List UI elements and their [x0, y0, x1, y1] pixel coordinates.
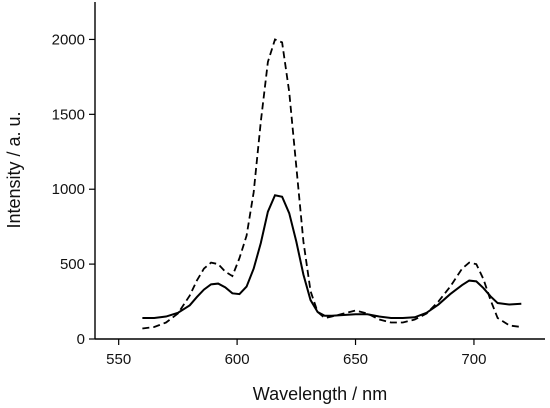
x-tick-label: 550 [106, 351, 131, 368]
y-tick-label: 500 [60, 256, 85, 273]
x-tick-label: 700 [461, 351, 486, 368]
y-tick-label: 1000 [52, 181, 85, 198]
x-tick-label: 650 [343, 351, 368, 368]
y-ticks: 0 500 1000 1500 2000 [52, 31, 95, 348]
y-axis-label: Intensity / a. u. [4, 111, 24, 228]
y-tick-label: 0 [77, 331, 85, 348]
y-tick-label: 1500 [52, 106, 85, 123]
series-layer [142, 38, 522, 330]
x-ticks: 550 600 650 700 [106, 339, 486, 368]
x-tick-label: 600 [225, 351, 250, 368]
x-axis-label: Wavelength / nm [253, 384, 387, 404]
series-line-dashed [142, 38, 522, 330]
y-tick-label: 2000 [52, 31, 85, 48]
axes [94, 2, 545, 340]
series-line-solid [142, 194, 522, 320]
